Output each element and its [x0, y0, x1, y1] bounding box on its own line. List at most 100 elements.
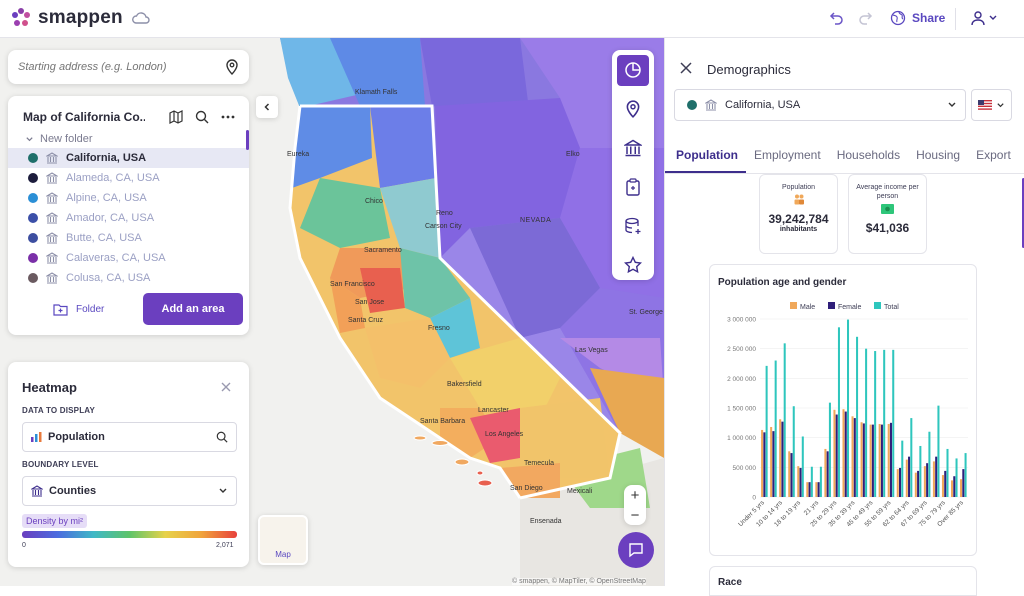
collapse-panel-button[interactable] [256, 96, 278, 118]
area-color-dot[interactable] [28, 273, 38, 283]
bar-total[interactable] [937, 405, 940, 497]
tab-export[interactable]: Export [976, 148, 1011, 162]
report-tool-button[interactable] [617, 171, 649, 202]
bar-male[interactable] [788, 451, 791, 497]
area-color-dot[interactable] [28, 233, 38, 243]
area-list-item[interactable]: Amador, CA, USA [8, 208, 249, 228]
project-title[interactable]: Map of California Co... [23, 110, 145, 124]
logo[interactable]: smappen [10, 7, 123, 29]
bar-total[interactable] [901, 440, 904, 497]
bar-female[interactable] [962, 469, 965, 497]
bar-female[interactable] [763, 432, 766, 497]
bar-male[interactable] [932, 461, 935, 497]
bar-female[interactable] [826, 451, 829, 497]
area-list-item[interactable]: Alpine, CA, USA [8, 188, 249, 208]
bar-total[interactable] [828, 402, 831, 497]
bar-male[interactable] [770, 426, 773, 497]
bar-female[interactable] [917, 470, 920, 497]
bar-male[interactable] [797, 466, 800, 497]
area-list-item[interactable]: Calaveras, CA, USA [8, 248, 249, 268]
bar-total[interactable] [847, 319, 850, 497]
area-color-dot[interactable] [28, 153, 38, 163]
bar-total[interactable] [865, 348, 868, 497]
bar-male[interactable] [887, 424, 890, 497]
area-select[interactable]: California, USA [674, 89, 966, 121]
bar-male[interactable] [941, 475, 944, 497]
bar-total[interactable] [774, 360, 777, 497]
bar-total[interactable] [910, 418, 913, 497]
legend-swatch[interactable] [874, 302, 881, 309]
bar-female[interactable] [790, 453, 793, 497]
bar-female[interactable] [899, 467, 902, 497]
favorites-tool-button[interactable] [617, 249, 649, 280]
bar-total[interactable] [783, 343, 786, 497]
zoom-out-icon[interactable]: − [630, 506, 640, 524]
bar-male[interactable] [878, 424, 881, 497]
area-list-item[interactable]: Alameda, CA, USA [8, 168, 249, 188]
bar-total[interactable] [883, 349, 886, 497]
bar-total[interactable] [964, 453, 967, 497]
bar-total[interactable] [919, 445, 922, 497]
density-badge[interactable]: Density by mi² [22, 514, 88, 528]
country-select[interactable] [971, 89, 1012, 121]
legend-swatch[interactable] [790, 302, 797, 309]
boundaries-tool-button[interactable] [617, 133, 649, 164]
bar-female[interactable] [799, 467, 802, 497]
area-color-dot[interactable] [28, 173, 38, 183]
redo-icon[interactable] [858, 10, 874, 26]
folder-row[interactable]: New folder [8, 130, 249, 148]
bar-total[interactable] [810, 466, 813, 497]
bar-male[interactable] [914, 472, 917, 497]
data-search-field[interactable]: Population [22, 422, 237, 452]
bar-female[interactable] [862, 423, 865, 497]
bar-male[interactable] [923, 466, 926, 497]
bar-female[interactable] [880, 424, 883, 497]
area-color-dot[interactable] [28, 213, 38, 223]
bar-male[interactable] [842, 409, 845, 497]
tab-housing[interactable]: Housing [916, 148, 961, 162]
layers-scrollbar[interactable] [246, 130, 249, 150]
bar-female[interactable] [772, 431, 775, 497]
bar-total[interactable] [955, 458, 958, 497]
area-list-item[interactable]: California, USA [8, 148, 249, 168]
bar-female[interactable] [817, 482, 820, 497]
chat-button[interactable] [618, 532, 654, 568]
location-tool-button[interactable] [617, 94, 649, 125]
panel-scrollbar[interactable] [1022, 178, 1024, 248]
close-icon[interactable] [220, 381, 232, 393]
bar-male[interactable] [951, 480, 954, 497]
bar-female[interactable] [835, 414, 838, 497]
bar-total[interactable] [765, 365, 768, 497]
bar-male[interactable] [905, 459, 908, 497]
bar-female[interactable] [926, 463, 929, 497]
basemap-toggle[interactable]: Map [258, 515, 308, 565]
bar-male[interactable] [824, 448, 827, 497]
database-tool-button[interactable] [617, 210, 649, 241]
tab-employment[interactable]: Employment [754, 148, 821, 162]
address-search-input[interactable] [18, 61, 208, 73]
add-folder-button[interactable]: Folder [53, 303, 104, 316]
search-icon[interactable] [216, 431, 228, 443]
bar-total[interactable] [892, 349, 895, 497]
bar-male[interactable] [761, 429, 764, 497]
bar-total[interactable] [792, 406, 795, 497]
bar-total[interactable] [819, 466, 822, 497]
location-pin-icon[interactable] [225, 59, 239, 75]
undo-icon[interactable] [828, 10, 844, 26]
bar-male[interactable] [869, 424, 872, 497]
bar-male[interactable] [806, 482, 809, 497]
bar-female[interactable] [871, 424, 874, 497]
tab-households[interactable]: Households [836, 148, 901, 162]
zoom-in-icon[interactable]: + [630, 486, 640, 504]
bar-total[interactable] [801, 436, 804, 497]
cloud-sync-icon[interactable] [132, 11, 150, 25]
bar-female[interactable] [935, 456, 938, 497]
bar-total[interactable] [928, 431, 931, 497]
tab-population[interactable]: Population [665, 144, 746, 173]
bar-total[interactable] [856, 336, 859, 497]
bar-total[interactable] [946, 448, 949, 497]
area-list-item[interactable]: Colusa, CA, USA [8, 268, 249, 288]
user-menu[interactable] [970, 10, 998, 26]
bar-female[interactable] [908, 456, 911, 497]
bar-female[interactable] [944, 470, 947, 497]
